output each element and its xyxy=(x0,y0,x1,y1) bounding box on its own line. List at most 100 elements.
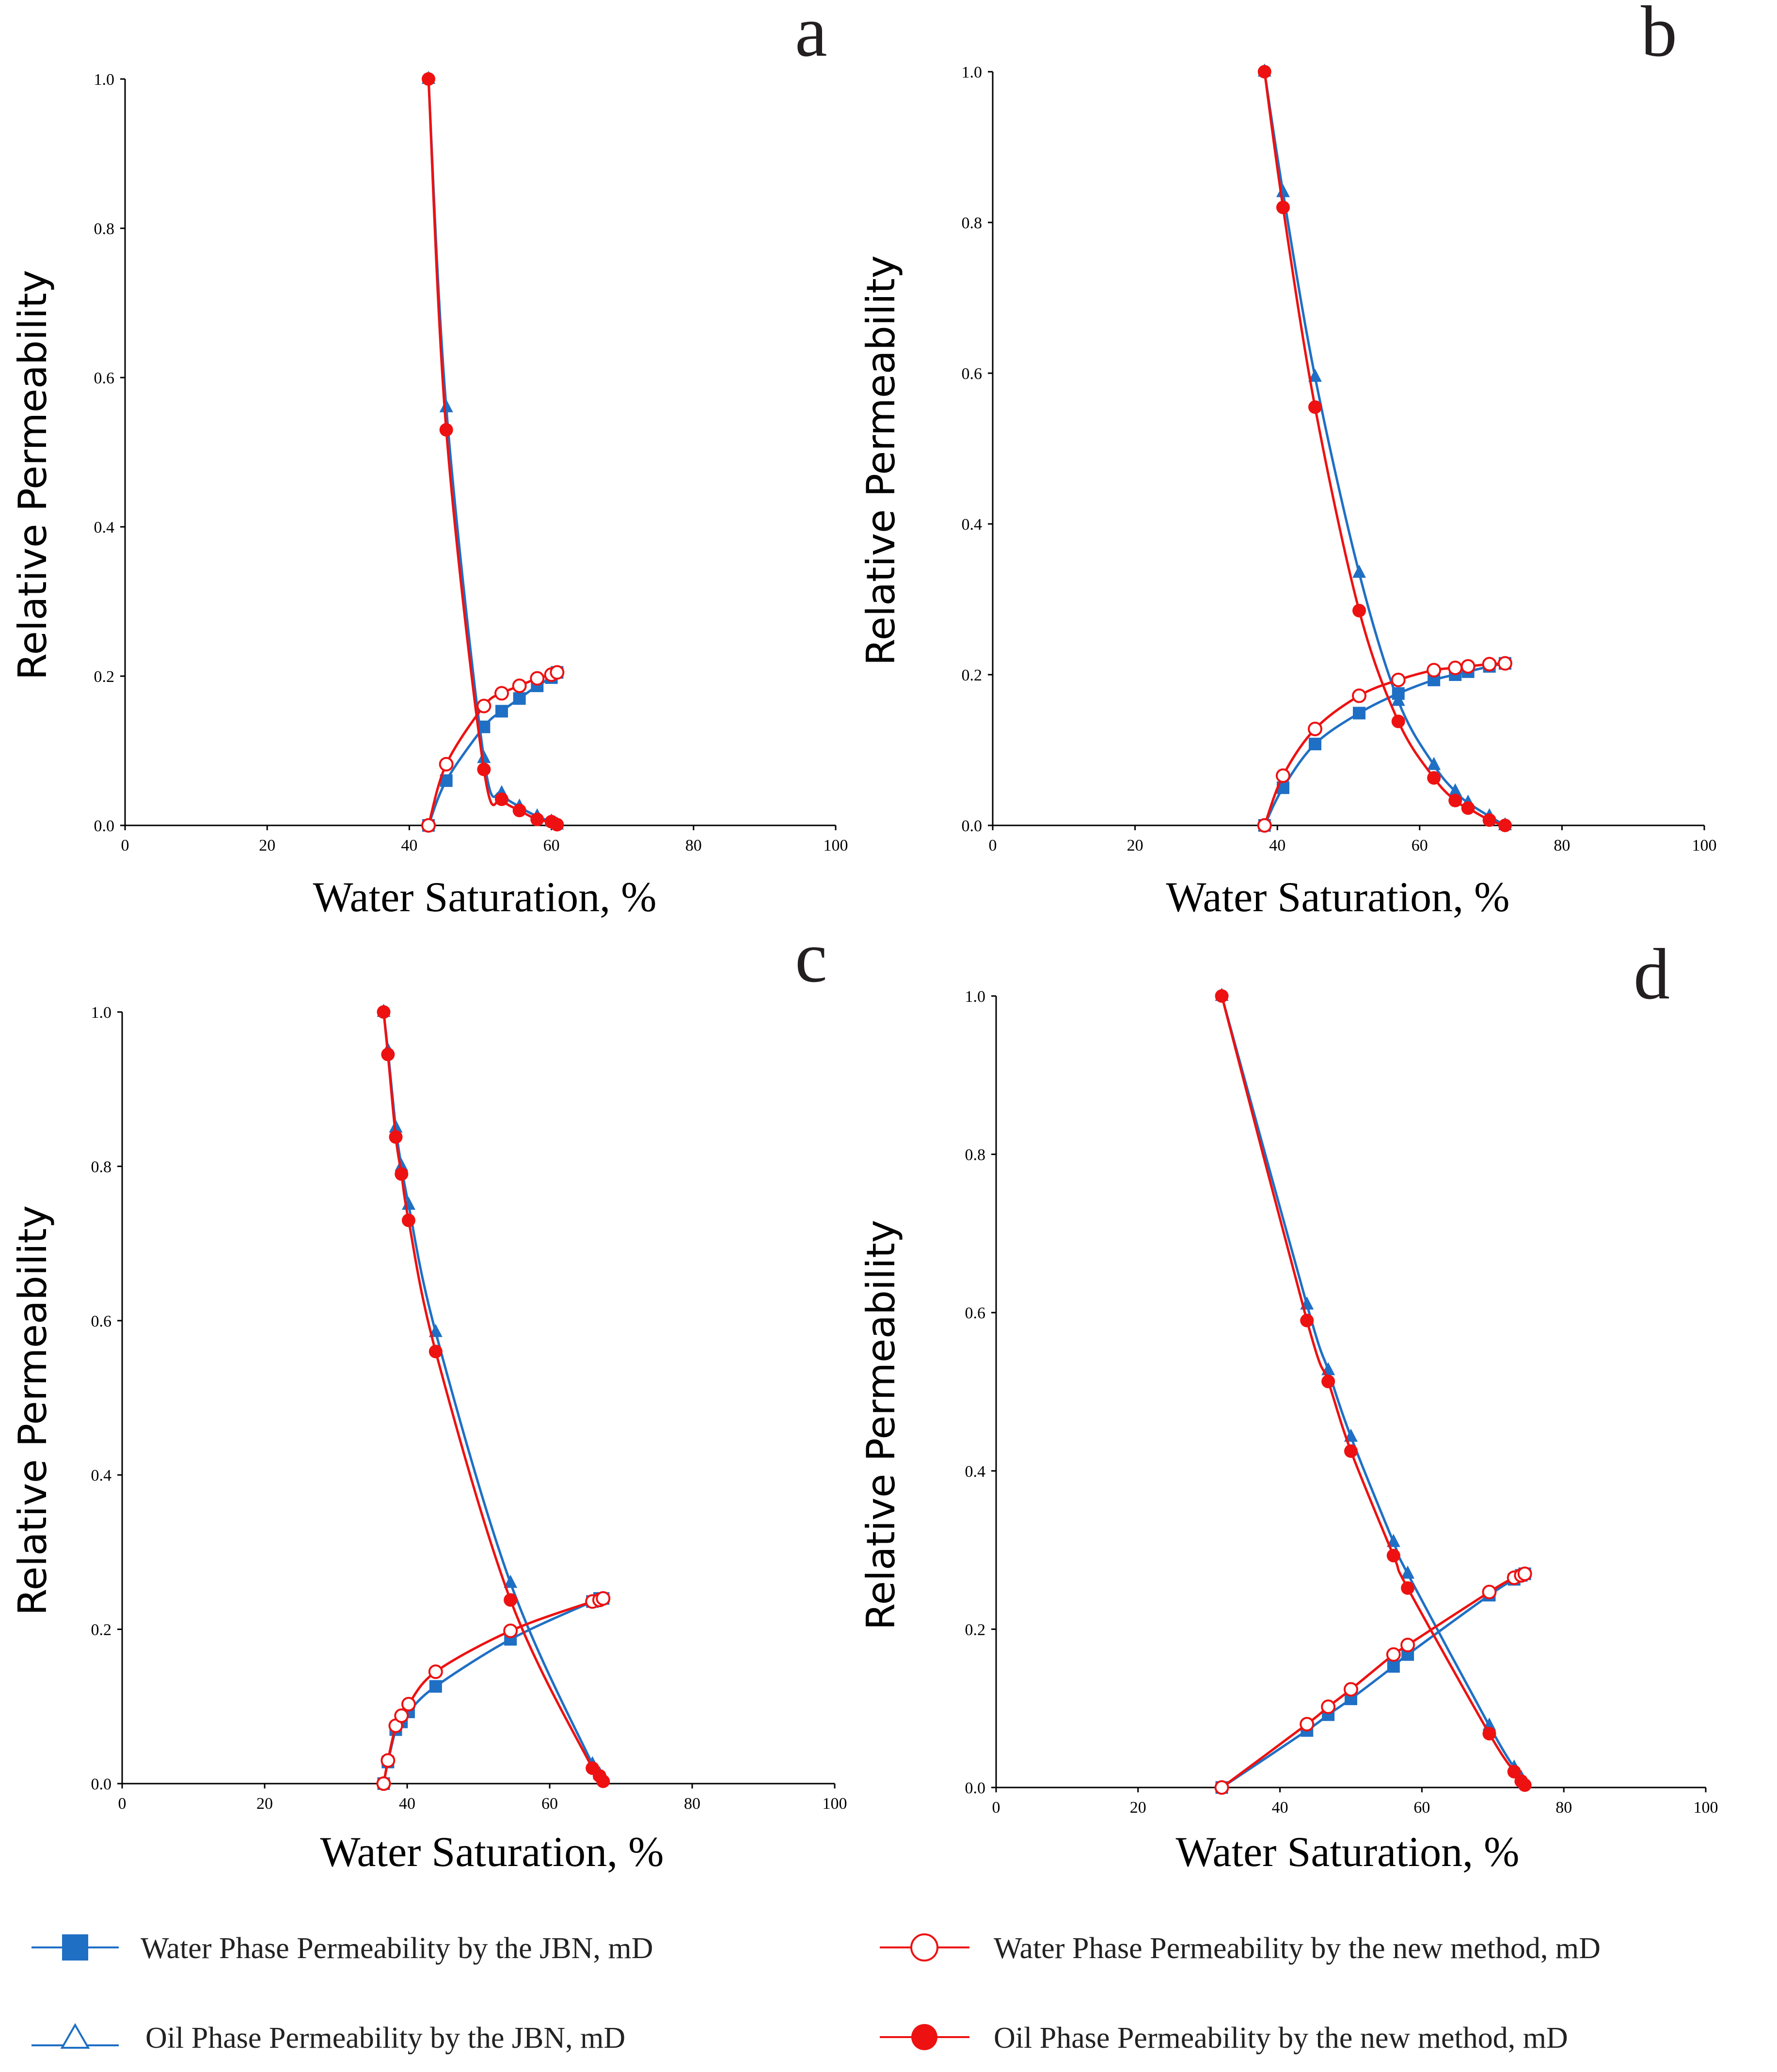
panel-c-y-tick-label: 1.0 xyxy=(91,1004,112,1022)
panel-b-letter: b xyxy=(1641,0,1677,72)
panel-d-oil-new-point xyxy=(1321,1375,1335,1389)
panel-c-oil-new-point xyxy=(377,1005,391,1019)
panel-b-series-oil-new-line xyxy=(1263,71,1506,827)
panel-c-x-axis-title: Water Saturation, % xyxy=(320,1829,664,1876)
legend-oil-jbn-label: Oil Phase Permeability by the JBN, mD xyxy=(145,2022,625,2055)
panel-c-letter: c xyxy=(795,917,827,997)
panel-a-series-oil-new-line xyxy=(427,79,558,826)
panel-b-plot xyxy=(1257,63,1512,833)
panel-a-y-tick-label: 0.8 xyxy=(94,220,115,238)
panel-a: a 0 20 40 60 80 100 0.0 0.2 0.4 0.6 0.8 1.0 Relativ… xyxy=(10,0,848,921)
panel-d-y-tick-label: 0.6 xyxy=(965,1304,986,1322)
panel-d-y-axis-title: Relative Permeability xyxy=(858,1220,904,1630)
panel-b-y-tick-label: 0.0 xyxy=(962,817,983,835)
panel-d-water-new-point xyxy=(1517,1566,1532,1582)
panel-c-water-new-point xyxy=(428,1664,443,1679)
panel-c-oil-new-point xyxy=(401,1213,415,1227)
panel-c-oil-new-point xyxy=(389,1130,403,1144)
panel-a-y-tick-label: 0.0 xyxy=(94,817,115,835)
panel-b-oil-jbn-point xyxy=(1448,783,1462,797)
panel-b-series-oil-jbn-line xyxy=(1263,71,1506,827)
panel-b-water-new-point xyxy=(1308,721,1323,736)
panel-b-water-new-point xyxy=(1257,818,1272,833)
panel-c-x-tick-label: 40 xyxy=(399,1795,415,1813)
panel-a-oil-new-point xyxy=(512,804,526,818)
panel-c-water-new-point xyxy=(376,1776,391,1791)
legend-oil-jbn: Oil Phase Permeability by the JBN, mD xyxy=(32,2022,625,2055)
panel-c-oil-new-point xyxy=(504,1593,518,1607)
panel-a-x-axis-title: Water Saturation, % xyxy=(313,874,657,921)
panel-d-x-tick-label: 40 xyxy=(1272,1799,1288,1817)
legend-oil-new-label: Oil Phase Permeability by the new method… xyxy=(994,2022,1568,2055)
panel-c-x-tick-label: 0 xyxy=(118,1795,127,1813)
panel-a-series-water-jbn-line xyxy=(427,671,558,826)
panel-c-x-tick-label: 80 xyxy=(684,1795,700,1813)
panel-b-y-tick-label: 1.0 xyxy=(962,63,983,81)
panel-b-y-tick-label: 0.6 xyxy=(962,365,983,383)
panel-d: d 0 20 40 60 80 100 0.0 0.2 0.4 0.6 0.8 1.0 Relativ… xyxy=(858,934,1718,1876)
panel-c-water-new-point xyxy=(394,1708,409,1723)
legend-water-jbn: Water Phase Permeability by the JBN, mD xyxy=(32,1932,653,1965)
panel-c-plot xyxy=(376,1004,611,1791)
panel-d-x-tick-label: 0 xyxy=(992,1799,1000,1817)
panel-d-series-oil-new-line xyxy=(1221,996,1526,1786)
panel-c-water-new-point xyxy=(503,1623,518,1638)
panel-c-oil-jbn-point xyxy=(395,1158,409,1171)
panel-d-y-tick-label: 0.2 xyxy=(965,1621,986,1639)
panel-a-x-tick-label: 0 xyxy=(121,837,129,854)
panel-a-y-axis-title: Relative Permeability xyxy=(10,270,55,680)
panel-d-oil-new-point xyxy=(1300,1313,1314,1328)
panel-b-water-new-point xyxy=(1427,663,1442,678)
panel-b-oil-jbn-point xyxy=(1308,368,1322,382)
legend-oil-new-filled-circle-marker xyxy=(911,2024,937,2050)
legend-water-new: Water Phase Permeability by the new meth… xyxy=(880,1932,1601,1965)
panel-c-oil-new-point xyxy=(596,1774,610,1788)
panel-b-x-axis-title: Water Saturation, % xyxy=(1166,874,1510,921)
panel-b-oil-new-point xyxy=(1498,819,1512,832)
panel-d-water-new-point xyxy=(1344,1682,1358,1697)
panel-b-oil-new-point xyxy=(1482,813,1496,827)
panel-b-water-new-point xyxy=(1275,768,1290,783)
panel-c: c 0 20 40 60 80 100 0.0 0.2 0.4 0.6 0.8 1.0 Relativ… xyxy=(10,917,847,1876)
panel-c-oil-new-point xyxy=(395,1167,409,1181)
panel-a-water-jbn-point xyxy=(495,705,508,718)
panel-a-water-new-point xyxy=(476,698,492,713)
panel-a-water-new-point xyxy=(512,679,527,694)
panel-c-water-new-point xyxy=(401,1697,416,1712)
panel-a-oil-new-point xyxy=(421,72,435,86)
panel-b-water-new-point xyxy=(1460,659,1476,674)
panel-b: b 0 20 40 60 80 100 0.0 0.2 0.4 0.6 0.8 1.0 Relativ… xyxy=(858,0,1717,921)
panel-b-y-tick-label: 0.2 xyxy=(962,666,983,684)
panel-b-oil-new-point xyxy=(1448,793,1462,807)
panel-b-x-tick-label: 40 xyxy=(1269,837,1285,854)
panel-d-water-new-point xyxy=(1321,1699,1336,1714)
panel-b-x-tick-label: 100 xyxy=(1692,837,1717,854)
panel-b-water-new-point xyxy=(1448,661,1463,676)
panel-b-water-new-point xyxy=(1482,657,1497,672)
panel-b-y-tick-label: 0.8 xyxy=(962,214,983,232)
panel-c-oil-new-point xyxy=(428,1344,443,1359)
legend-water-jbn-label: Water Phase Permeability by the JBN, mD xyxy=(141,1932,653,1965)
panel-d-x-tick-label: 60 xyxy=(1413,1799,1430,1817)
panel-c-water-new-point xyxy=(381,1753,396,1768)
panel-b-water-jbn-point xyxy=(1353,707,1366,720)
panel-d-series-oil-jbn-line xyxy=(1221,996,1526,1785)
panel-a-oil-jbn-point xyxy=(439,399,453,412)
panel-a-water-new-point xyxy=(439,757,454,772)
panel-c-y-tick-label: 0.4 xyxy=(91,1467,112,1485)
panel-b-x-tick-label: 20 xyxy=(1127,837,1143,854)
panel-d-oil-new-point xyxy=(1507,1765,1521,1779)
panel-a-water-jbn-point xyxy=(513,692,526,705)
panel-a-oil-new-point xyxy=(550,818,564,832)
panel-d-x-tick-label: 100 xyxy=(1694,1799,1718,1817)
panel-d-oil-new-point xyxy=(1518,1778,1532,1792)
legend-oil-jbn-open-triangle-marker xyxy=(60,2023,90,2049)
panel-c-series-oil-jbn-line xyxy=(382,1012,604,1782)
panel-a-oil-new-point xyxy=(530,812,544,826)
panel-a-plot xyxy=(421,71,565,833)
panel-d-axes: 0 20 40 60 80 100 0.0 0.2 0.4 0.6 0.8 1.0 xyxy=(965,988,1718,1817)
panel-d-y-tick-label: 1.0 xyxy=(965,988,986,1006)
panel-d-y-tick-label: 0.4 xyxy=(965,1463,986,1481)
panel-c-y-axis-title: Relative Permeability xyxy=(10,1205,55,1615)
